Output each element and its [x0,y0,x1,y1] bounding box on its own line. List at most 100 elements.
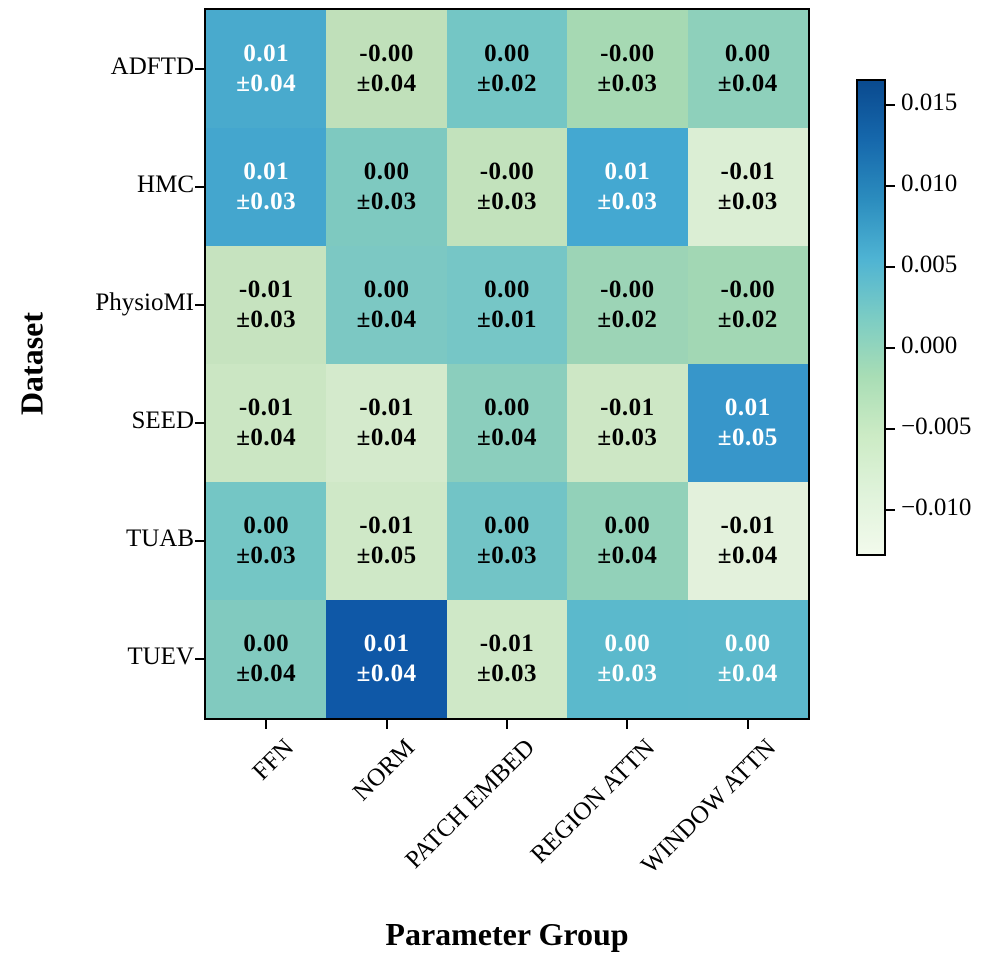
heatmap-cell: -0.01 ±0.03 [687,128,808,246]
cell-std-value: ±0.03 [236,306,297,333]
cell-mean-value: 0.00 [243,629,290,657]
colorbar-tick-label: 0.000 [901,332,958,360]
colorbar-tick-label: −0.005 [901,413,972,441]
cell-std-value: ±0.04 [356,424,417,451]
cell-mean-value: -0.00 [479,157,535,185]
cell-mean-value: 0.00 [484,393,530,421]
colorbar-tick [886,347,895,350]
cell-mean-value: -0.01 [600,393,655,421]
cell-mean-value: -0.01 [479,629,535,657]
y-axis-tick [195,422,204,424]
cell-std-value: ±0.04 [236,70,297,97]
cell-std-value: ±0.02 [717,306,778,333]
y-axis-tick [195,186,204,188]
cell-mean-value: 0.01 [724,393,771,421]
cell-std-value: ±0.05 [356,542,417,569]
colorbar-tick [886,428,895,431]
cell-mean-value: -0.00 [720,275,776,303]
heatmap-cell: 0.01 ±0.04 [206,10,327,128]
cell-std-value: ±0.03 [236,188,297,215]
heatmap-cell: -0.01 ±0.04 [687,482,808,600]
heatmap-cell: 0.00 ±0.04 [567,482,688,600]
y-tick-label: HMC [137,171,194,198]
colorbar-tick-label: 0.010 [901,170,958,198]
cell-mean-value: 0.01 [604,157,651,185]
colorbar-tick [886,266,895,269]
heatmap-cell: -0.00 ±0.02 [687,246,808,364]
cell-mean-value: 0.01 [243,39,290,67]
colorbar-tick-label: −0.010 [901,494,972,522]
heatmap-cell: 0.01 ±0.05 [687,364,808,482]
heatmap-cell: 0.01 ±0.04 [326,600,447,718]
cell-std-value: ±0.03 [236,542,297,569]
heatmap-cell: 0.00 ±0.04 [446,364,568,482]
cell-mean-value: -0.01 [359,393,414,421]
cell-std-value: ±0.04 [477,424,537,451]
cell-mean-value: 0.00 [604,629,651,657]
heatmap-cell: -0.00 ±0.03 [567,10,688,128]
heatmap-cell: 0.00 ±0.02 [446,10,568,128]
cell-std-value: ±0.03 [597,188,658,215]
heatmap-cell: -0.00 ±0.04 [326,10,447,128]
y-tick-label: PhysioMI [95,289,194,316]
cell-std-value: ±0.02 [597,306,658,333]
cell-mean-value: 0.00 [724,629,771,657]
x-axis-tick [265,720,268,729]
y-axis-tick [195,540,204,542]
x-axis-tick [506,720,508,729]
cell-mean-value: 0.01 [243,157,290,185]
cell-mean-value: -0.01 [238,275,294,303]
heatmap-cell: 0.00 ±0.03 [446,482,568,600]
colorbar-tick-label: 0.015 [901,89,958,117]
x-axis-tick [626,720,629,729]
cell-mean-value: -0.01 [720,157,776,185]
y-tick-label: SEED [131,407,195,434]
y-axis-tick [195,304,204,306]
y-axis-tick [195,68,204,70]
cell-std-value: ±0.04 [356,306,417,333]
cell-mean-value: -0.01 [720,511,776,539]
cell-mean-value: 0.00 [484,39,530,67]
cell-std-value: ±0.04 [717,542,778,569]
heatmap-cell: 0.00 ±0.04 [326,246,447,364]
heatmap-cell: 0.00 ±0.03 [567,600,688,718]
cell-mean-value: -0.01 [238,393,294,421]
heatmap-cell: 0.00 ±0.04 [687,600,808,718]
y-axis-title: Dataset [13,311,50,416]
cell-mean-value: -0.00 [359,39,414,67]
cell-mean-value: 0.01 [363,629,410,657]
cell-std-value: ±0.04 [356,660,417,687]
heatmap-cell: 0.01 ±0.03 [206,128,327,246]
cell-mean-value: 0.00 [363,157,410,185]
heatmap-cell: 0.00 ±0.04 [687,10,808,128]
cell-std-value: ±0.04 [717,660,778,687]
cell-std-value: ±0.04 [236,660,297,687]
cell-mean-value: 0.00 [604,511,651,539]
y-axis-tick [195,658,204,660]
cell-mean-value: -0.01 [359,511,414,539]
cell-std-value: ±0.04 [236,424,297,451]
heatmap-cell: -0.01 ±0.05 [326,482,447,600]
cell-std-value: ±0.03 [597,660,658,687]
heatmap-cell: -0.01 ±0.03 [206,246,327,364]
cell-mean-value: 0.00 [484,275,530,303]
y-tick-label: TUAB [125,525,194,552]
heatmap-cell: -0.01 ±0.04 [206,364,327,482]
heatmap-cell: 0.01 ±0.03 [567,128,688,246]
cell-mean-value: 0.00 [243,511,290,539]
cell-mean-value: 0.00 [724,39,771,67]
heatmap-cell: -0.01 ±0.03 [446,600,568,718]
heatmap-cell: 0.00 ±0.03 [206,482,327,600]
heatmap-cell: 0.00 ±0.03 [326,128,447,246]
cell-std-value: ±0.04 [717,70,778,97]
cell-std-value: ±0.03 [597,70,658,97]
y-tick-label: ADFTD [110,53,194,80]
x-axis-tick [385,720,388,729]
cell-std-value: ±0.04 [597,542,658,569]
heatmap-cell: 0.00 ±0.04 [206,600,327,718]
cell-mean-value: -0.00 [600,275,655,303]
cell-mean-value: 0.00 [484,511,530,539]
cell-std-value: ±0.03 [597,424,658,451]
x-axis-tick [746,720,749,729]
